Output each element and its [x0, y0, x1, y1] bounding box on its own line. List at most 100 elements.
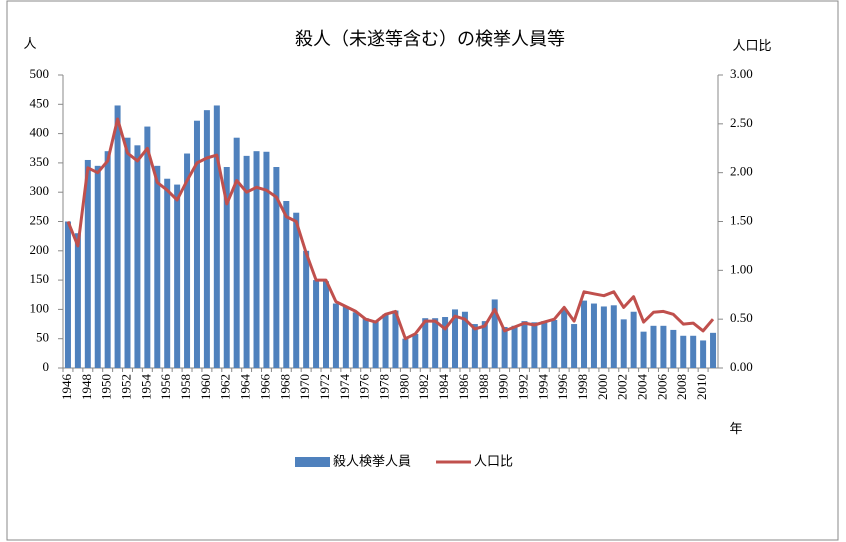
bar	[670, 329, 677, 368]
y2-tick-label: 0.50	[730, 310, 753, 325]
x-tick-label: 2004	[635, 374, 650, 401]
bar	[511, 325, 518, 368]
y-tick-label: 500	[30, 66, 50, 81]
bar	[352, 312, 359, 368]
bar	[471, 324, 478, 368]
bar	[442, 317, 449, 368]
x-tick-label: 1966	[257, 374, 272, 401]
bar	[412, 334, 419, 368]
bar	[402, 338, 409, 368]
bar	[313, 280, 320, 368]
y-axis-label: 人	[23, 36, 36, 51]
y-tick-label: 100	[30, 300, 50, 315]
x-tick-label: 1958	[178, 374, 193, 400]
bar	[154, 165, 161, 368]
bar	[114, 105, 121, 369]
bar	[223, 167, 230, 368]
x-tick-label: 1950	[99, 374, 114, 400]
legend-label: 人口比	[474, 455, 513, 470]
bar	[581, 300, 588, 368]
bar	[600, 306, 607, 368]
x-tick-label: 1970	[297, 374, 312, 400]
y-tick-label: 400	[30, 125, 50, 140]
y2-tick-label: 2.00	[730, 164, 753, 179]
bar	[193, 120, 200, 368]
bar	[392, 310, 399, 368]
x-tick-label: 1978	[377, 374, 392, 400]
bar	[680, 335, 687, 368]
bar	[362, 318, 369, 368]
x-tick-label: 1976	[357, 374, 372, 401]
y-tick-label: 0	[43, 359, 50, 374]
bar	[452, 309, 459, 368]
bar	[491, 299, 498, 368]
y-tick-label: 250	[30, 212, 50, 227]
x-tick-label: 1980	[396, 374, 411, 400]
x-tick-label: 1962	[218, 374, 233, 400]
bar	[104, 151, 111, 368]
x-tick-label: 2000	[595, 374, 610, 400]
bar	[84, 159, 91, 368]
chart-frame	[6, 0, 839, 541]
x-tick-label: 2008	[674, 374, 689, 400]
bar	[501, 326, 508, 368]
y-tick-label: 450	[30, 95, 50, 110]
bar	[233, 137, 240, 368]
bar	[203, 110, 210, 368]
bar	[432, 318, 439, 368]
bar	[531, 322, 538, 368]
x-tick-label: 1956	[158, 374, 173, 401]
bar	[382, 314, 389, 368]
bar	[174, 184, 181, 368]
x-tick-label: 1984	[436, 374, 451, 401]
x-tick-label: 1964	[238, 374, 253, 401]
bar	[94, 165, 101, 368]
x-tick-label: 2006	[654, 374, 669, 401]
bar	[303, 250, 310, 368]
x-tick-label: 1968	[277, 374, 292, 400]
bar	[283, 200, 290, 368]
bar	[630, 311, 637, 368]
line	[66, 117, 715, 341]
bar	[590, 303, 597, 368]
bar	[660, 325, 667, 368]
x-tick-label: 2002	[615, 374, 630, 400]
x-tick-label: 1988	[476, 374, 491, 400]
x-tick-label: 1952	[118, 374, 133, 400]
x-tick-label: 1992	[515, 374, 530, 400]
bar	[134, 145, 141, 368]
bar	[342, 306, 349, 368]
y-tick-label: 200	[30, 242, 50, 257]
bar	[74, 233, 81, 368]
y2-tick-label: 1.00	[730, 261, 753, 276]
y2-tick-label: 2.50	[730, 115, 753, 130]
x-tick-label: 1990	[496, 374, 511, 400]
bar	[422, 318, 429, 368]
bar	[620, 319, 627, 368]
bar	[164, 178, 171, 368]
bar	[561, 309, 568, 368]
y-tick-label: 300	[30, 183, 50, 198]
y-tick-label: 50	[36, 330, 49, 345]
x-tick-label: 1960	[198, 374, 213, 400]
bar	[263, 151, 270, 368]
y2-tick-label: 0.00	[730, 359, 753, 374]
bar	[372, 321, 379, 368]
bar	[184, 153, 191, 368]
y-tick-label: 350	[30, 154, 50, 169]
x-tick-label: 1974	[337, 374, 352, 401]
bar	[690, 335, 697, 368]
bar	[124, 137, 131, 368]
bar	[640, 331, 647, 368]
bar	[710, 332, 717, 368]
chart-title: 殺人（未遂等含む）の検挙人員等	[295, 29, 565, 50]
x-tick-label: 1986	[456, 374, 471, 401]
bar	[541, 321, 548, 368]
bar	[64, 221, 71, 368]
x-tick-label: 2010	[694, 374, 709, 400]
bar	[322, 281, 329, 368]
y2-axis-label: 人口比	[732, 38, 771, 53]
bar	[481, 321, 488, 368]
x-tick-label: 1948	[79, 374, 94, 400]
